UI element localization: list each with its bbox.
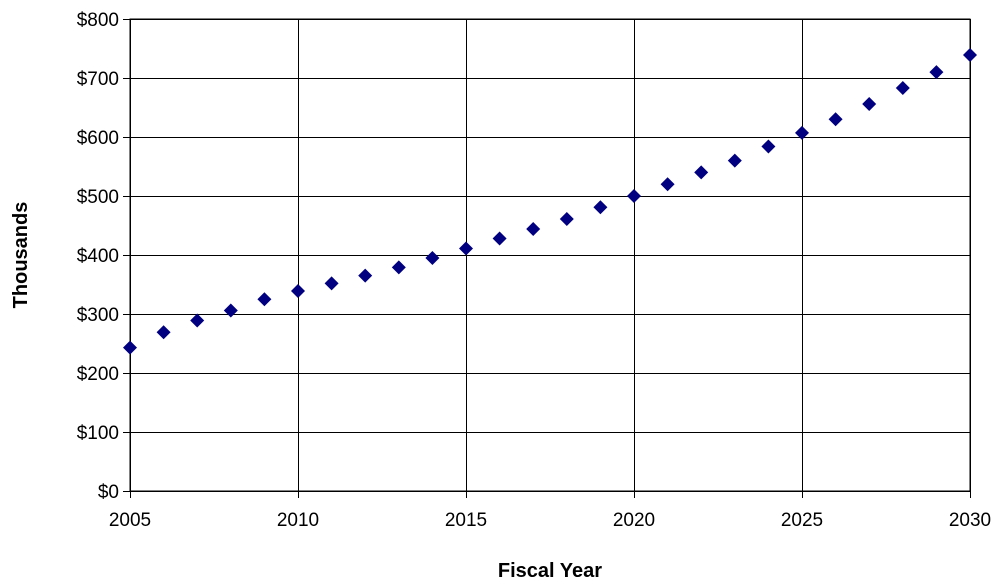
data-point-marker: [660, 177, 675, 192]
data-point-marker: [559, 212, 574, 227]
data-point-marker: [223, 303, 238, 318]
data-point-marker: [795, 125, 809, 140]
data-point-marker: [391, 260, 406, 275]
data-points: [123, 47, 977, 355]
x-tick-label: 2030: [949, 510, 991, 531]
x-tick-label: 2005: [109, 510, 151, 531]
y-tick-label: $200: [77, 364, 119, 385]
x-tick-label: 2025: [781, 510, 823, 531]
data-point-marker: [156, 325, 171, 340]
y-axis-title: Thousands: [10, 202, 32, 309]
data-point-marker: [123, 340, 137, 355]
data-point-marker: [358, 268, 373, 283]
data-point-marker: [190, 313, 205, 328]
data-point-marker: [895, 81, 910, 96]
y-tick-label: $500: [77, 187, 119, 208]
x-axis-title: Fiscal Year: [498, 560, 602, 582]
data-point-marker: [257, 292, 272, 307]
y-tick-label: $300: [77, 305, 119, 326]
data-point-marker: [291, 283, 305, 298]
y-tick-label: $800: [77, 10, 119, 31]
x-tick-label: 2010: [277, 510, 319, 531]
data-point-marker: [324, 276, 339, 291]
data-point-marker: [526, 222, 541, 237]
x-tick-label: 2015: [445, 510, 487, 531]
data-point-marker: [593, 200, 608, 215]
y-tick-label: $400: [77, 246, 119, 267]
y-axis-ticks: $0 $100 $200 $300 $400 $500 $600 $700 $800: [77, 10, 130, 503]
data-point-marker: [492, 231, 507, 246]
data-point-marker: [761, 139, 776, 154]
x-axis-ticks: 2005 2010 2015 2020 2025 2030: [109, 491, 991, 531]
y-tick-label: $700: [77, 69, 119, 90]
data-point-marker: [929, 65, 944, 80]
data-point-marker: [828, 112, 843, 127]
data-point-marker: [727, 153, 742, 168]
data-point-marker: [963, 47, 977, 62]
grid-lines: [130, 19, 971, 492]
data-point-marker: [459, 241, 473, 256]
data-point-marker: [627, 189, 641, 203]
y-tick-label: $600: [77, 128, 119, 149]
data-point-marker: [694, 165, 709, 180]
y-tick-label: $100: [77, 423, 119, 444]
y-tick-label: $0: [98, 482, 119, 503]
data-point-marker: [425, 250, 440, 265]
data-point-marker: [862, 96, 877, 111]
x-tick-label: 2020: [613, 510, 655, 531]
